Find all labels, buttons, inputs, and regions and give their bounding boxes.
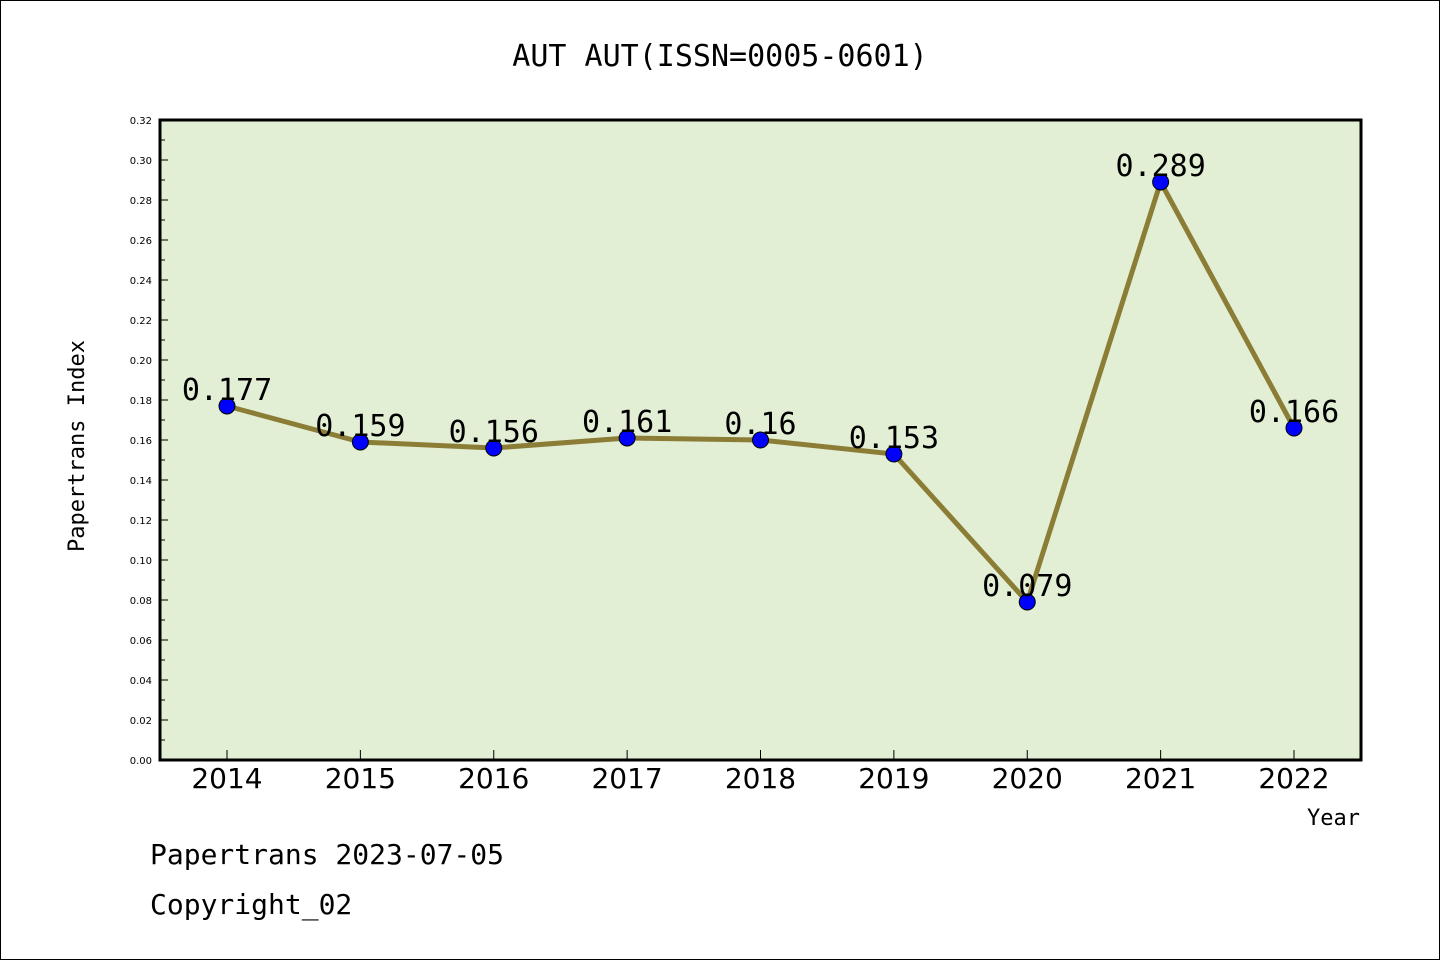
y-tick-label: 0.20: [130, 356, 152, 367]
data-point: [351, 433, 369, 451]
y-axis-label: Papertrans Index: [65, 340, 90, 552]
data-label: 0.166: [1249, 395, 1339, 430]
y-tick-label: 0.26: [130, 236, 152, 247]
y-tick-label: 0.12: [130, 516, 152, 527]
data-label: 0.161: [582, 405, 672, 440]
x-tick-label: 2020: [992, 762, 1063, 795]
data-label: 0.177: [182, 373, 272, 408]
x-tick-label: 2014: [191, 762, 262, 795]
data-point: [618, 429, 636, 447]
y-tick-label: 0.22: [130, 316, 152, 327]
x-axis: 2014 2015 2016 2017 2018 2019 2020 2021 2022: [191, 750, 1330, 795]
y-tick-label: 0.04: [130, 676, 152, 687]
y-tick-label: 0.00: [130, 756, 152, 767]
y-tick-label: 0.08: [130, 596, 152, 607]
y-tick-label: 0.18: [130, 396, 152, 407]
data-point: [1285, 419, 1303, 437]
data-label: 0.153: [849, 421, 939, 456]
data-point: [485, 439, 503, 457]
x-tick-label: 2018: [725, 762, 796, 795]
x-axis-label: Year: [1307, 806, 1360, 831]
data-label: 0.289: [1115, 149, 1205, 184]
data-point: [885, 445, 903, 463]
chart-title: AUT AUT(ISSN=0005-0601): [512, 39, 927, 74]
data-label: 0.156: [449, 415, 539, 450]
data-label: 0.159: [315, 409, 405, 444]
y-tick-label: 0.28: [130, 196, 152, 207]
y-tick-label: 0.30: [130, 156, 152, 167]
x-tick-label: 2021: [1125, 762, 1196, 795]
data-point: [752, 431, 769, 449]
y-tick-label: 0.24: [130, 276, 152, 287]
footer-date: Papertrans 2023-07-05: [150, 838, 504, 871]
data-label: 0.16: [724, 407, 796, 442]
y-tick-label: 0.16: [130, 436, 152, 447]
y-tick-label: 0.10: [130, 556, 152, 567]
data-point: [1152, 173, 1170, 191]
y-tick-label: 0.32: [130, 116, 152, 127]
data-point: [1018, 593, 1036, 611]
x-tick-label: 2015: [325, 762, 396, 795]
x-tick-label: 2016: [458, 762, 529, 795]
x-tick-label: 2019: [858, 762, 929, 795]
data-point: [218, 397, 236, 415]
x-tick-label: 2017: [591, 762, 662, 795]
footer-copyright: Copyright_02: [150, 888, 352, 922]
y-axis: 0.00 0.02 0.04 0.06 0.08 0.10 0.12 0.14 0.16 0.18…: [130, 116, 168, 767]
y-tick-label: 0.14: [130, 476, 152, 487]
y-tick-label: 0.06: [130, 636, 152, 647]
x-tick-label: 2022: [1258, 762, 1329, 795]
y-tick-label: 0.02: [130, 716, 152, 727]
series-line: 0.177 0.159 0.156 0.161 0.16 0.153 0.079 0.289 0…: [182, 149, 1339, 611]
data-label: 0.079: [982, 569, 1072, 604]
